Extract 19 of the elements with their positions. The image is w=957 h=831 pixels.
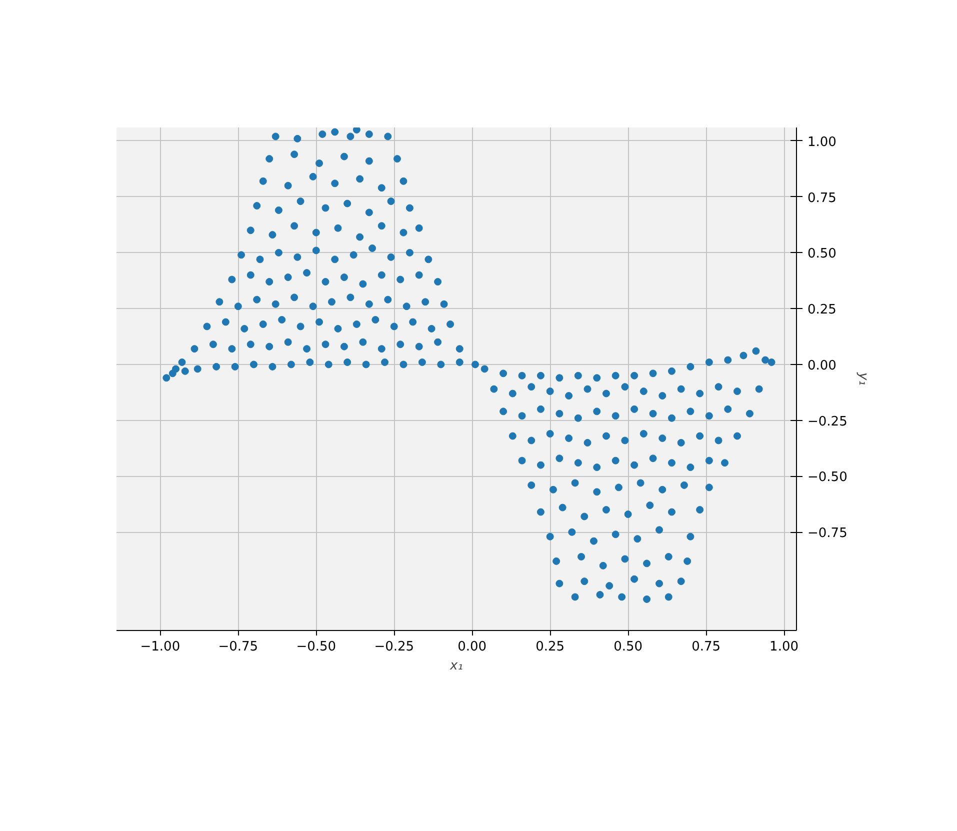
y-tick-label: 0.00 [808, 358, 836, 374]
y-tick-label: −0.75 [808, 526, 848, 542]
y-axis-title: y₁ [855, 372, 870, 386]
y-tick-label: 0.50 [808, 246, 836, 262]
x-tick-label: 0.75 [692, 640, 721, 654]
x-tick-label: −0.75 [218, 640, 258, 654]
x-tick-label: 0.25 [536, 640, 565, 654]
x-tick-label: −1.00 [140, 640, 180, 654]
y-tick-label: −0.25 [808, 414, 848, 430]
x-tick-label: 0.00 [458, 640, 487, 654]
x-tick-label: 1.00 [770, 640, 799, 654]
y-tick-label: 1.00 [808, 134, 836, 150]
x-tick-label: −0.25 [374, 640, 414, 654]
x-axis-title: x₁ [449, 658, 463, 674]
y-tick-label: 0.75 [808, 190, 836, 206]
x-tick-label: −0.50 [296, 640, 336, 654]
y-tick-label: 0.25 [808, 302, 836, 318]
x-tick-label: 0.50 [614, 640, 643, 654]
y-tick-label: −0.50 [808, 470, 848, 486]
